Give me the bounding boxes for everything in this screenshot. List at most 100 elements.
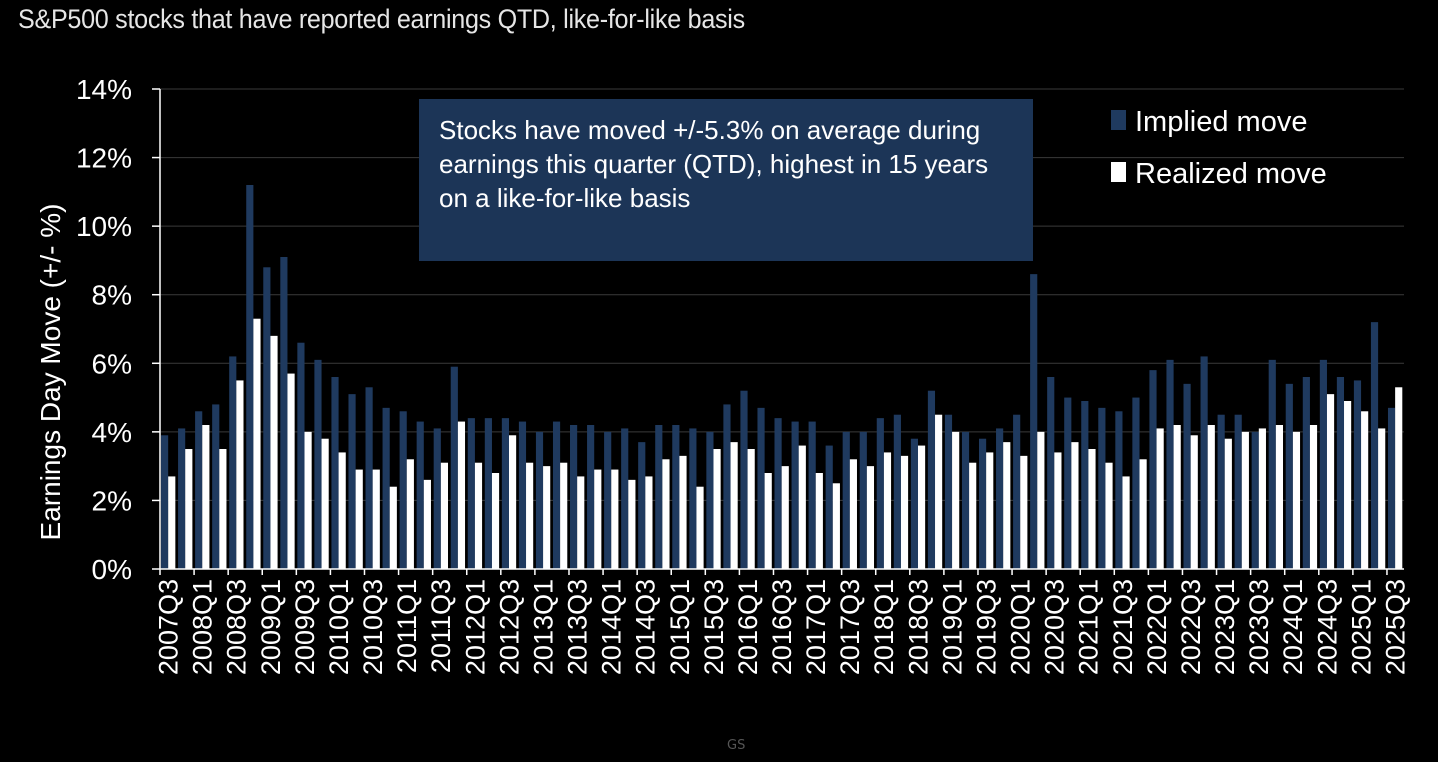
bar-realized-2018Q2 bbox=[900, 455, 909, 569]
bar-realized-2011Q2 bbox=[423, 479, 431, 569]
bar-implied-2022Q4 bbox=[1200, 356, 1208, 569]
y-axis-label: Earnings Day Move (+/- %) bbox=[35, 204, 66, 541]
bar-realized-2021Q1 bbox=[1088, 449, 1096, 569]
bar-implied-2021Q2 bbox=[1098, 407, 1106, 569]
bar-realized-2012Q1 bbox=[474, 462, 483, 569]
bar-implied-2020Q3 bbox=[1047, 377, 1055, 569]
bar-implied-2009Q3 bbox=[297, 342, 305, 569]
annotation-box: Stocks have moved +/-5.3% on average dur… bbox=[419, 99, 1033, 261]
chart-subtitle: S&P500 stocks that have reported earning… bbox=[18, 4, 745, 34]
x-axis-ticks: 2007Q3 2008Q1 2008Q3 2009Q1 2009Q3 2010Q1 2010… bbox=[154, 569, 1411, 675]
bar-implied-2014Q1 bbox=[604, 431, 612, 569]
bar-implied-2021Q3 bbox=[1115, 411, 1123, 569]
bar-realized-2016Q2 bbox=[764, 473, 772, 569]
y-tick-label: 10% bbox=[76, 211, 132, 242]
bar-implied-2011Q1 bbox=[399, 411, 407, 569]
bar-realized-2021Q2 bbox=[1105, 462, 1113, 569]
bar-realized-2015Q3 bbox=[713, 449, 721, 569]
bar-implied-2014Q4 bbox=[655, 425, 663, 569]
bar-implied-2021Q1 bbox=[1081, 401, 1089, 569]
y-tick-label: 8% bbox=[92, 280, 132, 311]
bar-realized-2023Q4 bbox=[1275, 425, 1284, 569]
bar-realized-2009Q2 bbox=[287, 373, 295, 569]
bar-implied-2020Q2 bbox=[1030, 274, 1038, 569]
x-tick-label: 2011Q1 bbox=[392, 579, 422, 673]
bar-implied-2020Q4 bbox=[1064, 397, 1072, 569]
y-tick-label: 4% bbox=[92, 417, 132, 448]
bar-realized-2025Q3 bbox=[1395, 387, 1403, 569]
bar-realized-2022Q1 bbox=[1156, 428, 1164, 569]
bar-implied-2010Q1 bbox=[331, 377, 339, 569]
bar-implied-2024Q2 bbox=[1302, 377, 1310, 569]
bar-realized-2024Q2 bbox=[1309, 425, 1318, 569]
x-tick-label: 2012Q3 bbox=[494, 579, 524, 675]
x-tick-label: 2013Q1 bbox=[528, 579, 558, 675]
y-tick-label: 0% bbox=[92, 554, 132, 585]
legend-label-implied: Implied move bbox=[1135, 106, 1307, 138]
bar-implied-2012Q2 bbox=[484, 418, 492, 569]
bar-realized-2008Q1 bbox=[202, 425, 210, 569]
bar-realized-2012Q2 bbox=[491, 473, 500, 569]
bar-realized-2023Q1 bbox=[1224, 438, 1232, 569]
x-tick-label: 2010Q3 bbox=[358, 579, 388, 675]
bar-implied-2008Q1 bbox=[195, 411, 203, 569]
bar-realized-2007Q4 bbox=[185, 449, 193, 569]
x-tick-label: 2023Q1 bbox=[1210, 579, 1240, 675]
x-tick-label: 2015Q1 bbox=[665, 579, 695, 675]
bar-implied-2007Q4 bbox=[178, 428, 186, 569]
bar-implied-2020Q1 bbox=[1013, 414, 1021, 569]
x-tick-label: 2021Q3 bbox=[1108, 579, 1138, 675]
bar-implied-2024Q4 bbox=[1336, 377, 1345, 569]
bar-implied-2024Q1 bbox=[1285, 383, 1293, 569]
bar-realized-2013Q1 bbox=[543, 466, 551, 569]
x-tick-label: 2007Q3 bbox=[154, 579, 184, 675]
bar-implied-2013Q3 bbox=[570, 425, 578, 569]
x-tick-label: 2016Q1 bbox=[733, 579, 763, 675]
bar-realized-2017Q4 bbox=[866, 466, 875, 569]
bar-realized-2008Q2 bbox=[219, 449, 227, 569]
x-tick-label: 2019Q3 bbox=[972, 579, 1002, 675]
bar-implied-2010Q4 bbox=[382, 407, 390, 569]
bar-realized-2016Q1 bbox=[747, 449, 755, 569]
bar-implied-2013Q2 bbox=[552, 421, 561, 569]
bar-implied-2010Q2 bbox=[348, 394, 356, 569]
bar-realized-2022Q2 bbox=[1173, 425, 1181, 569]
x-tick-label: 2022Q1 bbox=[1142, 579, 1172, 675]
bar-implied-2018Q1 bbox=[876, 418, 884, 569]
bar-realized-2025Q2 bbox=[1378, 428, 1386, 569]
bar-realized-2014Q2 bbox=[628, 479, 636, 569]
bar-implied-2023Q1 bbox=[1217, 414, 1225, 569]
bar-realized-2015Q4 bbox=[730, 442, 738, 569]
x-tick-label: 2015Q3 bbox=[699, 579, 729, 675]
bar-implied-2017Q3 bbox=[842, 431, 850, 569]
bar-implied-2025Q1 bbox=[1353, 380, 1362, 569]
bar-realized-2024Q1 bbox=[1292, 431, 1301, 569]
legend-swatch-realized bbox=[1111, 162, 1126, 182]
bar-implied-2008Q3 bbox=[229, 356, 237, 569]
bar-realized-2017Q3 bbox=[849, 459, 857, 569]
x-tick-label: 2013Q3 bbox=[563, 579, 593, 675]
x-tick-label: 2020Q3 bbox=[1040, 579, 1070, 675]
bar-implied-2021Q4 bbox=[1132, 397, 1140, 569]
bar-realized-2017Q1 bbox=[815, 473, 823, 569]
bar-realized-2011Q3 bbox=[440, 462, 448, 569]
bar-implied-2018Q3 bbox=[910, 438, 918, 569]
bar-realized-2011Q1 bbox=[406, 459, 414, 569]
bar-realized-2025Q1 bbox=[1361, 411, 1369, 569]
bar-realized-2019Q2 bbox=[969, 462, 977, 569]
bar-implied-2022Q2 bbox=[1166, 359, 1174, 569]
bar-realized-2007Q3 bbox=[168, 476, 176, 569]
bar-realized-2023Q3 bbox=[1258, 428, 1266, 569]
bar-implied-2018Q2 bbox=[893, 414, 901, 569]
x-tick-label: 2018Q3 bbox=[903, 579, 933, 675]
x-tick-label: 2024Q3 bbox=[1312, 579, 1342, 675]
bar-implied-2008Q2 bbox=[212, 404, 220, 569]
bar-realized-2015Q2 bbox=[696, 486, 704, 569]
bar-realized-2010Q1 bbox=[338, 452, 346, 569]
bar-implied-2023Q3 bbox=[1251, 431, 1259, 569]
watermark: GS bbox=[727, 738, 746, 753]
bar-realized-2022Q3 bbox=[1190, 435, 1198, 569]
bar-implied-2025Q2 bbox=[1370, 322, 1379, 569]
x-tick-label: 2009Q1 bbox=[256, 579, 286, 675]
bar-implied-2016Q3 bbox=[774, 418, 782, 569]
